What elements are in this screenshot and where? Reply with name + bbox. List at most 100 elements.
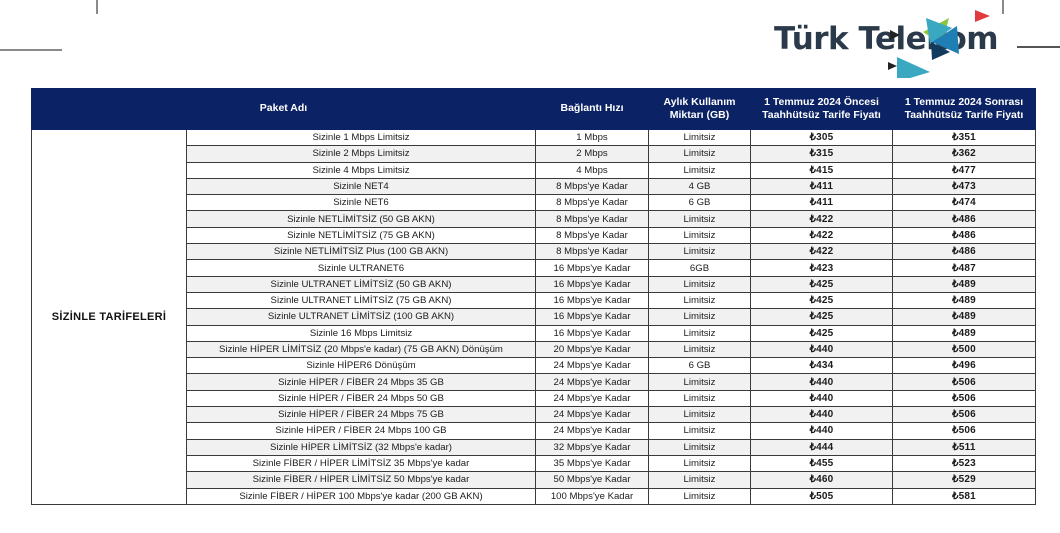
cell-fiyat-oncesi: ₺440 xyxy=(750,422,893,440)
cell-baglanti-hizi: 35 Mbps'ye Kadar xyxy=(535,454,649,473)
cell-paket-adi: Sizinle ULTRANET6 xyxy=(186,259,536,277)
cell-paket-adi: Sizinle ULTRANET LİMİTSİZ (100 GB AKN) xyxy=(186,308,536,326)
table-row: Sizinle NETLİMİTSİZ Plus (100 GB AKN) 8 M… xyxy=(32,243,1036,261)
cell-baglanti-hizi: 16 Mbps'ye Kadar xyxy=(535,324,649,342)
cell-fiyat-oncesi: ₺440 xyxy=(750,389,893,408)
tariff-table-container: Paket Adı Bağlantı Hızı Aylık Kullanım M… xyxy=(31,88,1036,505)
cell-baglanti-hizi: 8 Mbps'ye Kadar xyxy=(535,210,649,228)
cell-fiyat-oncesi: ₺423 xyxy=(750,259,893,277)
cell-fiyat-oncesi: ₺440 xyxy=(750,406,893,424)
tariff-table: Paket Adı Bağlantı Hızı Aylık Kullanım M… xyxy=(31,88,1036,505)
cell-fiyat-oncesi: ₺425 xyxy=(750,275,893,293)
table-row: Sizinle HİPER6 Dönüşüm 24 Mbps'ye Kadar 6 … xyxy=(32,357,1036,375)
cell-fiyat-sonrasi: ₺496 xyxy=(892,357,1036,375)
cell-fiyat-oncesi: ₺425 xyxy=(750,308,893,326)
cell-paket-adi: Sizinle 2 Mbps Limitsiz xyxy=(186,145,536,163)
table-row: Sizinle 16 Mbps Limitsiz 16 Mbps'ye Kadar… xyxy=(32,324,1036,342)
cell-aylik-kullanim: Limitsiz xyxy=(648,308,751,326)
cell-fiyat-sonrasi: ₺489 xyxy=(892,275,1036,293)
cell-aylik-kullanim: Limitsiz xyxy=(648,340,751,359)
cell-aylik-kullanim: Limitsiz xyxy=(648,161,751,179)
cell-aylik-kullanim: Limitsiz xyxy=(648,324,751,342)
triangle-navy-icon xyxy=(931,42,950,60)
cell-paket-adi: Sizinle 4 Mbps Limitsiz xyxy=(186,161,536,179)
cell-fiyat-sonrasi: ₺473 xyxy=(892,177,1036,196)
cell-baglanti-hizi: 24 Mbps'ye Kadar xyxy=(535,357,649,375)
row-group-label: SİZİNLE TARİFELERİ xyxy=(31,129,187,505)
cell-fiyat-sonrasi: ₺474 xyxy=(892,194,1036,212)
cell-baglanti-hizi: 24 Mbps'ye Kadar xyxy=(535,406,649,424)
cell-fiyat-oncesi: ₺434 xyxy=(750,357,893,375)
cell-aylik-kullanim: Limitsiz xyxy=(648,243,751,261)
cell-baglanti-hizi: 16 Mbps'ye Kadar xyxy=(535,275,649,293)
cell-fiyat-sonrasi: ₺506 xyxy=(892,406,1036,424)
cell-paket-adi: Sizinle HİPER / FİBER 24 Mbps 50 GB xyxy=(186,389,536,408)
cell-fiyat-oncesi: ₺425 xyxy=(750,324,893,342)
cell-paket-adi: Sizinle 16 Mbps Limitsiz xyxy=(186,324,536,342)
cell-baglanti-hizi: 100 Mbps'ye Kadar xyxy=(535,487,649,505)
brand-logo-text: Türk Telekom xyxy=(774,21,999,57)
table-row: Sizinle FİBER / HİPER LİMİTSİZ 50 Mbps'y… xyxy=(32,471,1036,489)
brand-logo-mark xyxy=(888,10,990,78)
cell-aylik-kullanim: 4 GB xyxy=(648,177,751,196)
cell-paket-adi: Sizinle ULTRANET LİMİTSİZ (75 GB AKN) xyxy=(186,291,536,310)
cell-baglanti-hizi: 24 Mbps'ye Kadar xyxy=(535,373,649,391)
cell-baglanti-hizi: 24 Mbps'ye Kadar xyxy=(535,389,649,408)
cell-baglanti-hizi: 8 Mbps'ye Kadar xyxy=(535,226,649,245)
table-row: Sizinle FİBER / HİPER LİMİTSİZ 35 Mbps'y… xyxy=(32,454,1036,473)
cell-aylik-kullanim: Limitsiz xyxy=(648,145,751,163)
cell-fiyat-sonrasi: ₺489 xyxy=(892,324,1036,342)
table-row: Sizinle 4 Mbps Limitsiz 4 Mbps Limitsiz ₺41… xyxy=(32,161,1036,179)
cell-paket-adi: Sizinle HİPER / FİBER 24 Mbps 35 GB xyxy=(186,373,536,391)
table-header: Paket Adı Bağlantı Hızı Aylık Kullanım M… xyxy=(31,88,1036,130)
triangle-black-tiny-icon xyxy=(888,62,897,70)
cell-fiyat-sonrasi: ₺486 xyxy=(892,210,1036,228)
cell-paket-adi: Sizinle FİBER / HİPER LİMİTSİZ 35 Mbps'y… xyxy=(186,454,536,473)
cell-fiyat-sonrasi: ₺487 xyxy=(892,259,1036,277)
cell-aylik-kullanim: Limitsiz xyxy=(648,226,751,245)
cell-fiyat-oncesi: ₺422 xyxy=(750,226,893,245)
table-row: Sizinle ULTRANET LİMİTSİZ (100 GB AKN) 16… xyxy=(32,308,1036,326)
table-row: Sizinle NET6 8 Mbps'ye Kadar 6 GB ₺411 ₺474 xyxy=(32,194,1036,212)
cell-fiyat-sonrasi: ₺506 xyxy=(892,389,1036,408)
cell-fiyat-sonrasi: ₺477 xyxy=(892,161,1036,179)
cell-paket-adi: Sizinle 1 Mbps Limitsiz xyxy=(186,128,536,147)
cell-fiyat-oncesi: ₺444 xyxy=(750,438,893,456)
triangle-black-small-icon xyxy=(890,30,900,40)
cell-baglanti-hizi: 24 Mbps'ye Kadar xyxy=(535,422,649,440)
cell-fiyat-sonrasi: ₺529 xyxy=(892,471,1036,489)
table-row: Sizinle HİPER / FİBER 24 Mbps 50 GB 24 Mb… xyxy=(32,389,1036,408)
cell-fiyat-sonrasi: ₺351 xyxy=(892,128,1036,147)
header-oncesi-line1: 1 Temmuz 2024 Öncesi xyxy=(764,95,879,108)
cell-paket-adi: Sizinle FİBER / HİPER LİMİTSİZ 50 Mbps'y… xyxy=(186,471,536,489)
cell-baglanti-hizi: 1 Mbps xyxy=(535,128,649,147)
table-row: Sizinle FİBER / HİPER 100 Mbps'ye kadar … xyxy=(32,487,1036,505)
table-body: SİZİNLE TARİFELERİ Sizinle 1 Mbps Limitsi… xyxy=(31,128,1036,505)
cell-paket-adi: Sizinle HİPER LİMİTSİZ (20 Mbps'e kadar)… xyxy=(186,340,536,359)
cell-baglanti-hizi: 16 Mbps'ye Kadar xyxy=(535,259,649,277)
cell-fiyat-oncesi: ₺422 xyxy=(750,243,893,261)
cell-aylik-kullanim: Limitsiz xyxy=(648,454,751,473)
header-sonrasi-line1: 1 Temmuz 2024 Sonrası xyxy=(904,95,1024,108)
table-row: Sizinle NET4 8 Mbps'ye Kadar 4 GB ₺411 ₺473 xyxy=(32,177,1036,196)
cell-baglanti-hizi: 20 Mbps'ye Kadar xyxy=(535,340,649,359)
cell-fiyat-sonrasi: ₺581 xyxy=(892,487,1036,505)
cell-paket-adi: Sizinle HİPER / FİBER 24 Mbps 100 GB xyxy=(186,422,536,440)
cell-aylik-kullanim: 6 GB xyxy=(648,357,751,375)
brand-logo: Türk Telekom xyxy=(760,2,1010,78)
cell-fiyat-sonrasi: ₺489 xyxy=(892,291,1036,310)
cell-fiyat-oncesi: ₺440 xyxy=(750,373,893,391)
header-sonrasi-fiyat: 1 Temmuz 2024 Sonrası Taahhütsüz Tarife … xyxy=(892,88,1036,130)
cell-fiyat-oncesi: ₺422 xyxy=(750,210,893,228)
cell-fiyat-oncesi: ₺411 xyxy=(750,194,893,212)
cell-fiyat-oncesi: ₺460 xyxy=(750,471,893,489)
cell-fiyat-sonrasi: ₺486 xyxy=(892,243,1036,261)
cell-fiyat-sonrasi: ₺523 xyxy=(892,454,1036,473)
cell-aylik-kullanim: Limitsiz xyxy=(648,210,751,228)
cell-baglanti-hizi: 8 Mbps'ye Kadar xyxy=(535,177,649,196)
cell-paket-adi: Sizinle HİPER6 Dönüşüm xyxy=(186,357,536,375)
table-row: Sizinle HİPER / FİBER 24 Mbps 35 GB 24 Mb… xyxy=(32,373,1036,391)
cell-fiyat-sonrasi: ₺362 xyxy=(892,145,1036,163)
cell-aylik-kullanim: Limitsiz xyxy=(648,422,751,440)
cell-paket-adi: Sizinle NETLİMİTSİZ (75 GB AKN) xyxy=(186,226,536,245)
